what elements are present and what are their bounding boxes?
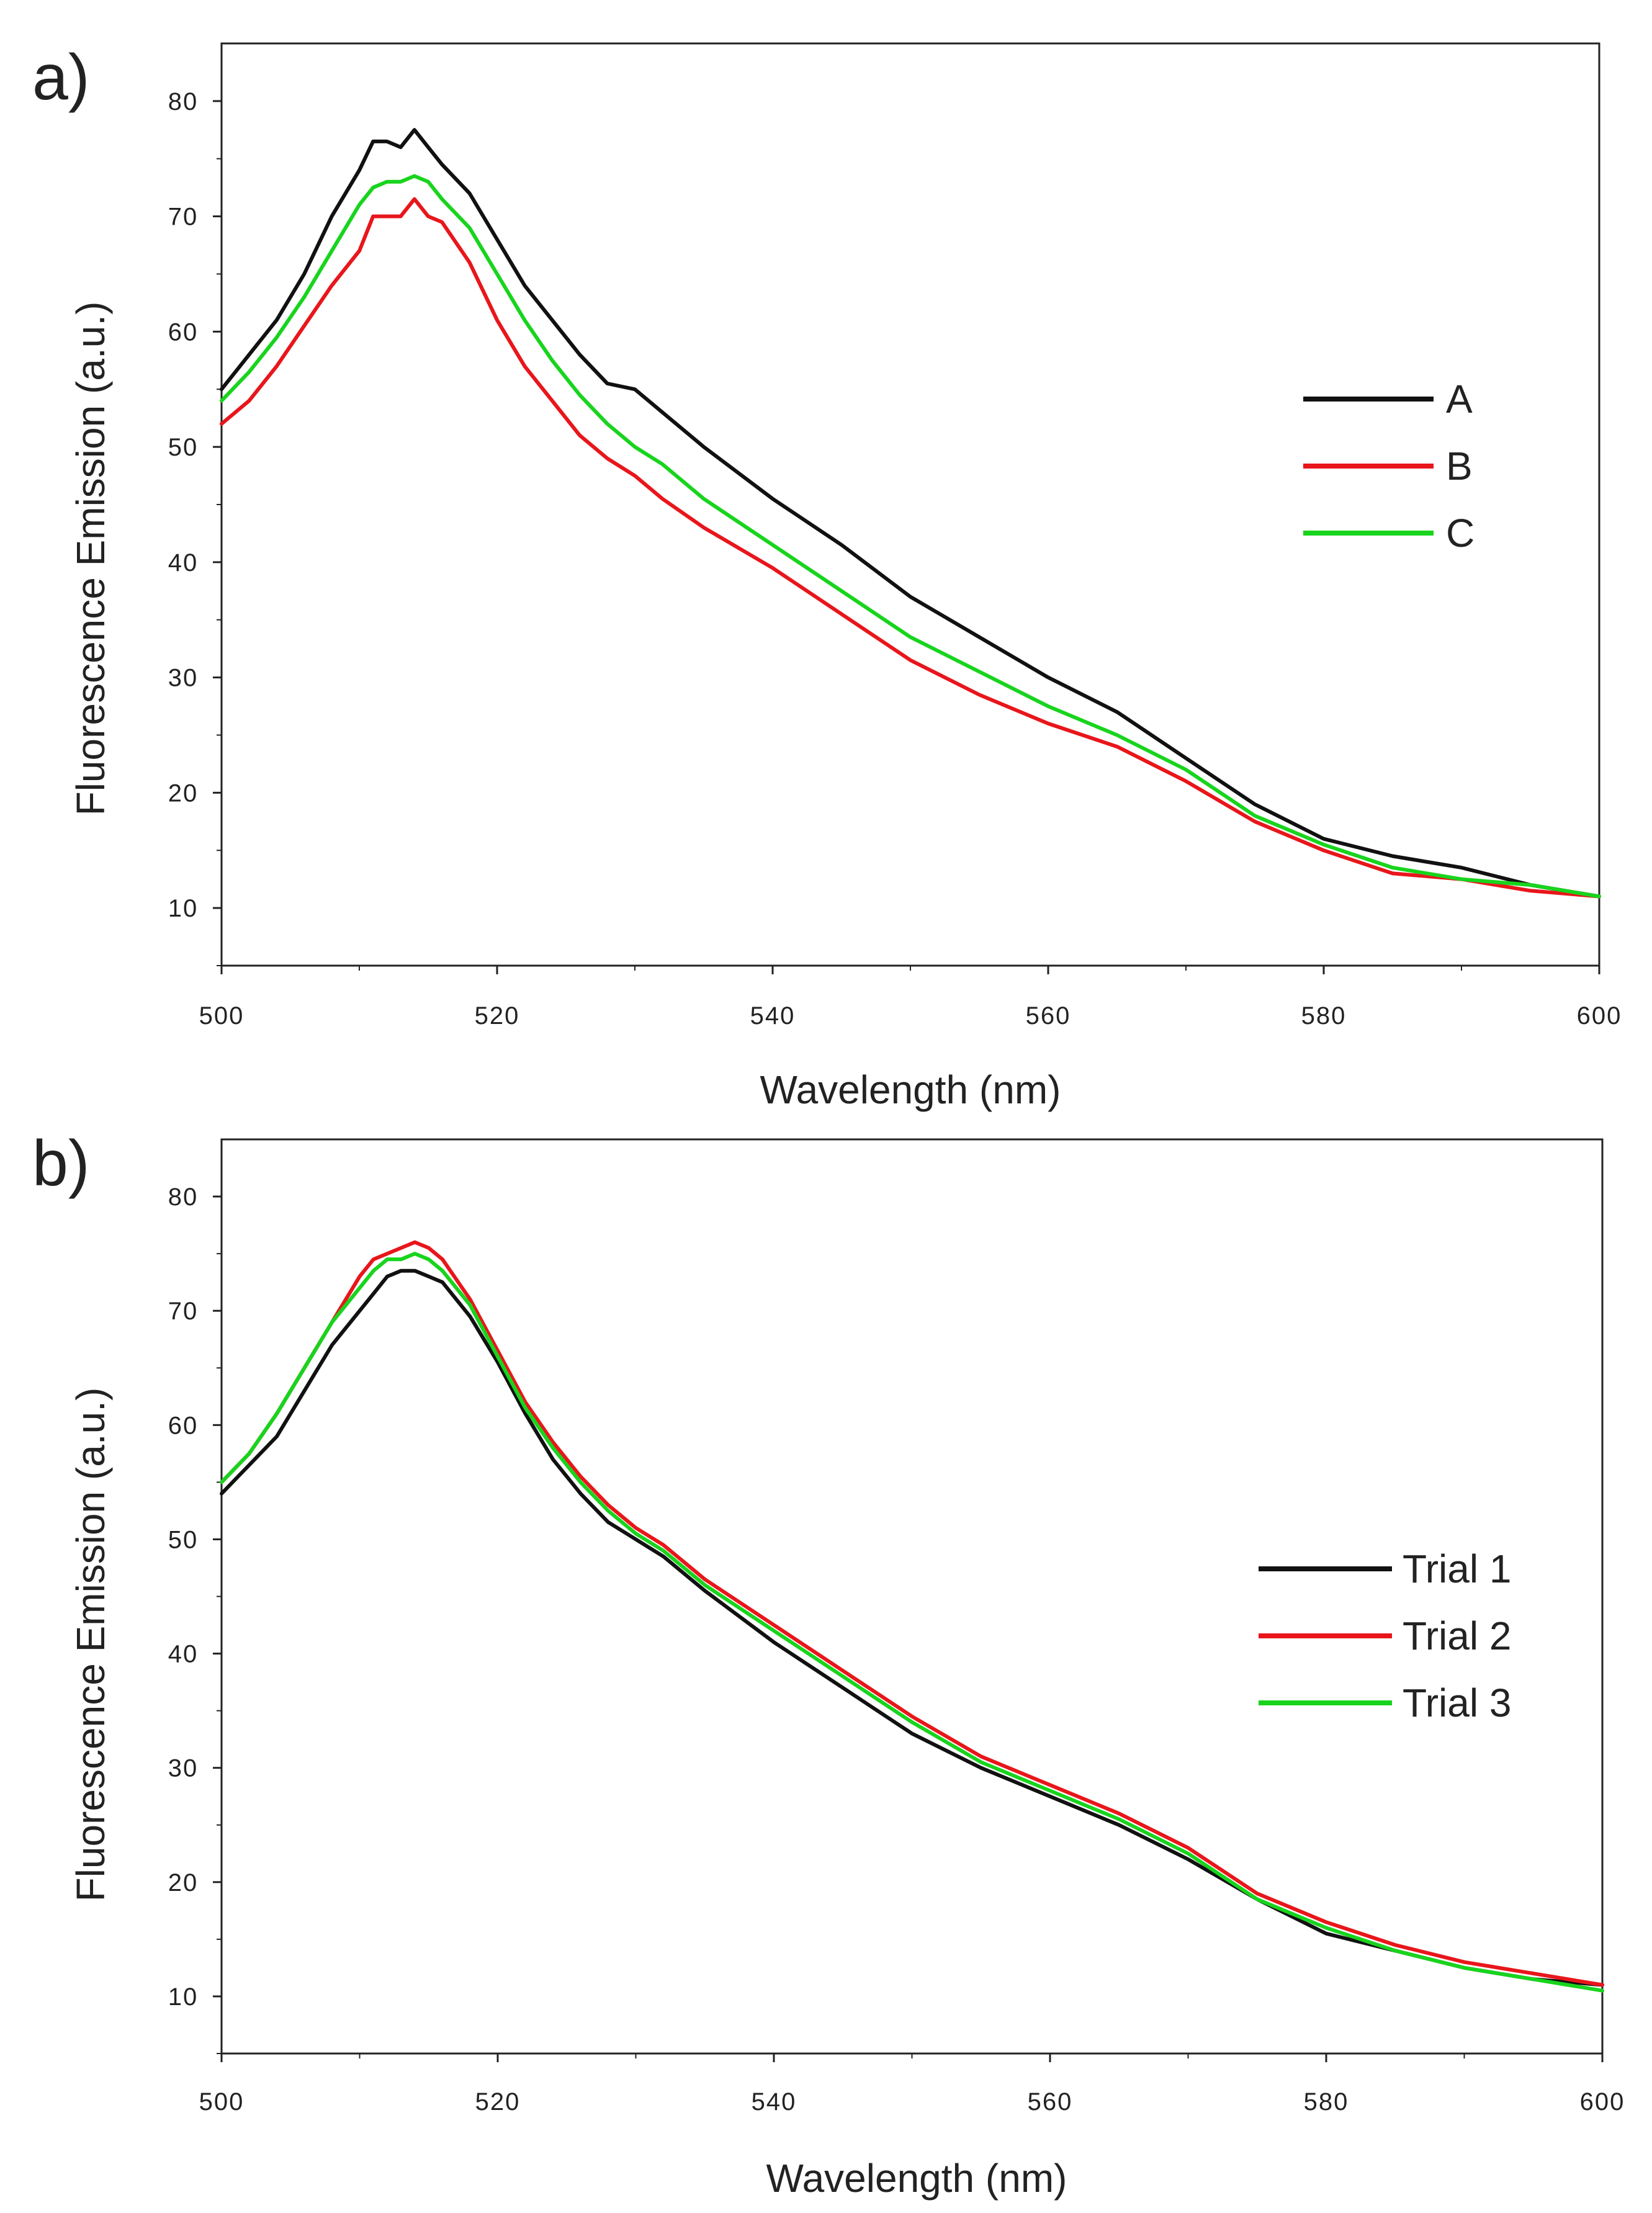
panel-a-y-tick-label: 80 <box>168 88 199 115</box>
panel-a-x-tick-label: 540 <box>750 1002 796 1030</box>
panel-b-legend-label: Trial 3 <box>1403 1681 1511 1725</box>
panel-a-legend-label: B <box>1446 444 1473 488</box>
panel-b-x-tick-label: 580 <box>1304 2088 1349 2116</box>
panel-a-y-tick-label: 20 <box>168 779 199 807</box>
panel-b-label: b) <box>32 1128 89 1200</box>
panel-b-y-tick-label: 80 <box>168 1183 199 1211</box>
panel-a-y-tick-label: 10 <box>168 895 199 922</box>
panel-b-y-tick-label: 30 <box>168 1755 199 1782</box>
panel-a-legend: ABC <box>1303 377 1475 555</box>
panel-a-series-line-c <box>220 174 1601 899</box>
panel-b-legend: Trial 1 Trial 2 Trial 3 <box>1259 1546 1511 1725</box>
panel-a-ticks: 500 520 540 560 580 600 10 20 30 40 50 60 70 80 <box>168 88 1622 1030</box>
panel-b-y-tick-label: 50 <box>168 1526 199 1553</box>
panel-a-y-tick-label: 70 <box>168 204 199 231</box>
panel-a-y-tick-label: 40 <box>168 549 199 577</box>
panel-b-legend-label: Trial 2 <box>1403 1614 1511 1658</box>
panel-b-series <box>220 1240 1604 1993</box>
panel-a: a) Fluorescence Emission (a.u.) Waveleng… <box>32 42 1622 1112</box>
panel-a-x-tick-label: 560 <box>1026 1002 1071 1030</box>
panel-b-y-tick-label: 10 <box>168 1983 199 2011</box>
panel-a-x-axis-title: Wavelength (nm) <box>760 1067 1061 1112</box>
panel-b-series-line-trial-1 <box>220 1268 1604 1987</box>
panel-b-y-axis-title: Fluorescence Emission (a.u.) <box>68 1388 113 1902</box>
panel-b-series-line-trial-2 <box>220 1240 1604 1987</box>
panel-b-y-tick-label: 40 <box>168 1641 199 1668</box>
panel-a-y-tick-label: 50 <box>168 434 199 461</box>
panel-a-y-tick-label: 60 <box>168 318 199 346</box>
panel-a-x-tick-label: 580 <box>1301 1002 1347 1030</box>
panel-b-legend-label: Trial 1 <box>1403 1546 1511 1591</box>
panel-b-x-tick-label: 600 <box>1580 2088 1625 2116</box>
panel-a-legend-label: C <box>1446 511 1475 555</box>
panel-b-x-tick-label: 540 <box>752 2088 797 2116</box>
panel-a-legend-label: A <box>1446 377 1473 421</box>
panel-a-x-tick-label: 520 <box>475 1002 520 1030</box>
panel-b-series-line-trial-3 <box>220 1252 1604 1993</box>
panel-a-series-line-a <box>220 128 1601 899</box>
panel-b-y-tick-label: 20 <box>168 1869 199 1897</box>
panel-a-x-tick-label: 500 <box>199 1002 245 1030</box>
panel-a-series <box>220 128 1601 899</box>
panel-b-x-tick-label: 500 <box>199 2088 245 2116</box>
panel-a-series-line-b <box>220 197 1601 899</box>
panel-a-label: a) <box>32 42 89 114</box>
panel-b-y-tick-label: 60 <box>168 1412 199 1439</box>
panel-b-x-axis-title: Wavelength (nm) <box>766 2156 1067 2201</box>
panel-b-x-tick-label: 520 <box>475 2088 521 2116</box>
panel-b: b) Fluorescence Emission (a.u.) Waveleng… <box>32 1128 1625 2201</box>
panel-a-x-tick-label: 600 <box>1577 1002 1622 1030</box>
panel-b-y-tick-label: 70 <box>168 1298 199 1325</box>
panel-a-y-tick-label: 30 <box>168 665 199 692</box>
panel-a-y-axis-title: Fluorescence Emission (a.u.) <box>68 302 113 816</box>
panel-b-ticks: 500 520 540 560 580 600 10 20 30 40 50 60 70 80 <box>168 1183 1625 2116</box>
panel-b-x-tick-label: 560 <box>1028 2088 1073 2116</box>
